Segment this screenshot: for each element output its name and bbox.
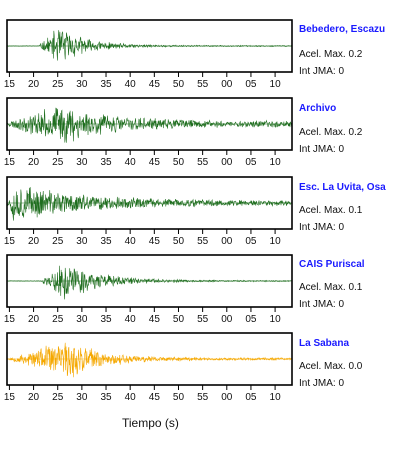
x-tick-label-1-8: 50 (173, 79, 185, 90)
x-tick-label-5-2: 20 (28, 392, 40, 403)
x-tick-label-2-10: 00 (221, 157, 233, 168)
x-tick-label-5-3: 25 (52, 392, 64, 403)
x-tick-label-2-8: 50 (173, 157, 185, 168)
x-tick-label-5-11: 05 (245, 392, 257, 403)
panel-frame-2 (6, 97, 293, 151)
x-tick-label-2-2: 20 (28, 157, 40, 168)
x-tick-label-5-5: 35 (100, 392, 112, 403)
x-tick-label-2-9: 55 (197, 157, 209, 168)
accel-max-label-2: Acel. Max. 0.2 (299, 127, 363, 138)
accel-max-label-4: Acel. Max. 0.1 (299, 282, 363, 293)
x-tick-label-5-7: 45 (149, 392, 161, 403)
x-tick-label-5-10: 00 (221, 392, 233, 403)
x-tick-label-2-5: 35 (100, 157, 112, 168)
x-tick-label-3-10: 00 (221, 236, 233, 247)
x-tick-label-1-10: 00 (221, 79, 233, 90)
waveform-trace-4 (6, 265, 293, 300)
x-tick-label-4-9: 55 (197, 314, 209, 325)
station-name-3: Esc. La Uvita, Osa (299, 182, 386, 193)
x-tick-label-1-11: 05 (245, 79, 257, 90)
x-axis-label: Tiempo (s) (122, 416, 179, 430)
x-tick-label-1-12: 10 (270, 79, 282, 90)
panel-frame-1 (6, 19, 293, 73)
accel-max-label-5: Acel. Max. 0.0 (299, 361, 363, 372)
seismogram-panel-4: 15 20 25 30 35 40 45 50 55 00 05 10 (4, 254, 293, 325)
x-tick-label-3-2: 20 (28, 236, 40, 247)
x-tick-label-3-11: 05 (245, 236, 257, 247)
waveform-trace-1 (6, 30, 293, 61)
x-tick-label-3-9: 55 (197, 236, 209, 247)
x-tick-label-4-4: 30 (76, 314, 88, 325)
x-tick-label-4-12: 10 (270, 314, 282, 325)
x-tick-label-1-2: 20 (28, 79, 40, 90)
accel-max-label-1: Acel. Max. 0.2 (299, 49, 363, 60)
x-tick-label-1-6: 40 (125, 79, 137, 90)
x-tick-label-4-2: 20 (28, 314, 40, 325)
x-tick-label-4-10: 00 (221, 314, 233, 325)
x-tick-label-3-7: 45 (149, 236, 161, 247)
station-name-2: Archivo (299, 103, 337, 114)
x-tick-label-3-4: 30 (76, 236, 88, 247)
jma-intensity-label-1: Int JMA: 0 (299, 66, 345, 77)
station-name-4: CAIS Puriscal (299, 259, 365, 270)
x-tick-label-1-4: 30 (76, 79, 88, 90)
x-tick-label-5-8: 50 (173, 392, 185, 403)
x-tick-label-4-7: 45 (149, 314, 161, 325)
x-tick-label-2-7: 45 (149, 157, 161, 168)
x-tick-label-2-6: 40 (125, 157, 137, 168)
x-tick-label-4-3: 25 (52, 314, 64, 325)
x-tick-label-5-6: 40 (125, 392, 137, 403)
x-tick-label-4-1: 15 (4, 314, 16, 325)
accel-max-label-3: Acel. Max. 0.1 (299, 205, 363, 216)
x-tick-label-2-1: 15 (4, 157, 16, 168)
x-tick-label-3-3: 25 (52, 236, 64, 247)
x-tick-label-3-6: 40 (125, 236, 137, 247)
jma-intensity-label-2: Int JMA: 0 (299, 144, 345, 155)
x-tick-label-1-1: 15 (4, 79, 16, 90)
x-tick-label-5-9: 55 (197, 392, 209, 403)
jma-intensity-label-3: Int JMA: 0 (299, 222, 345, 233)
x-tick-label-4-5: 35 (100, 314, 112, 325)
x-tick-label-1-3: 25 (52, 79, 64, 90)
x-tick-label-4-11: 05 (245, 314, 257, 325)
x-tick-label-3-12: 10 (270, 236, 282, 247)
waveform-trace-3 (6, 187, 293, 221)
x-tick-label-3-8: 50 (173, 236, 185, 247)
station-name-1: Bebedero, Escazu (299, 24, 386, 35)
x-tick-label-3-5: 35 (100, 236, 112, 247)
x-tick-label-3-1: 15 (4, 236, 16, 247)
x-tick-label-4-8: 50 (173, 314, 185, 325)
seismogram-panel-2: 15 20 25 30 35 40 45 50 55 00 05 10 (4, 97, 293, 168)
x-tick-label-2-3: 25 (52, 157, 64, 168)
seismogram-panel-3: 15 20 25 30 35 40 45 50 55 00 05 10 (4, 176, 293, 247)
waveform-trace-2 (6, 107, 293, 143)
panel-frame-3 (6, 176, 293, 230)
jma-intensity-label-4: Int JMA: 0 (299, 299, 345, 310)
waveform-trace-5 (6, 342, 293, 378)
panel-frame-5 (6, 332, 293, 386)
panel-frame-4 (6, 254, 293, 308)
seismogram-panel-5: 15 20 25 30 35 40 45 50 55 00 05 10 (4, 332, 293, 403)
x-tick-label-2-4: 30 (76, 157, 88, 168)
x-tick-label-5-4: 30 (76, 392, 88, 403)
jma-intensity-label-5: Int JMA: 0 (299, 378, 345, 389)
x-tick-label-2-11: 05 (245, 157, 257, 168)
seismogram-panel-1: 15 20 25 30 35 40 45 50 55 00 05 10 (4, 19, 293, 90)
x-tick-label-2-12: 10 (270, 157, 282, 168)
x-tick-label-1-5: 35 (100, 79, 112, 90)
x-tick-label-4-6: 40 (125, 314, 137, 325)
x-tick-label-1-7: 45 (149, 79, 161, 90)
station-name-5: La Sabana (299, 338, 350, 349)
x-tick-label-5-1: 15 (4, 392, 16, 403)
x-tick-label-5-12: 10 (270, 392, 282, 403)
x-tick-label-1-9: 55 (197, 79, 209, 90)
